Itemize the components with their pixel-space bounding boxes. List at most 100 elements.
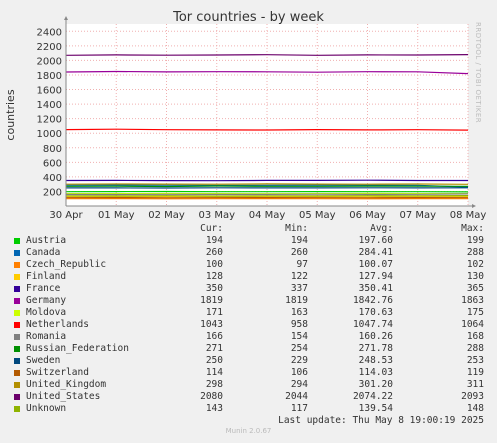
- legend-avg: 301.20: [358, 379, 393, 390]
- legend-swatch: [14, 382, 20, 388]
- legend-max: 2093: [461, 391, 484, 402]
- legend-min: 106: [290, 367, 308, 378]
- legend-series-name: Sweden: [26, 355, 61, 366]
- series-line-germany: [65, 70, 469, 75]
- y-tick-labels: 200 400 600 800 1000 1200 1400 1600 1800 2000 2200…: [37, 27, 62, 198]
- legend-max: 365: [466, 283, 484, 294]
- legend-swatch: [14, 310, 20, 316]
- legend-max: 168: [466, 331, 484, 342]
- legend-series-name: United_Kingdom: [26, 379, 107, 390]
- y-tick-label: 200: [43, 187, 62, 198]
- legend-avg: 248.53: [358, 355, 393, 366]
- series-line-russian-federation: [65, 185, 469, 188]
- legend-series-name: Romania: [26, 331, 67, 342]
- y-tick-label: 1400: [37, 100, 62, 111]
- legend-cur: 171: [205, 307, 223, 318]
- x-tick-label: 02 May: [148, 210, 185, 221]
- x-tick-label: 06 May: [349, 210, 386, 221]
- legend-swatch: [14, 262, 20, 268]
- legend-avg: 1047.74: [352, 319, 393, 330]
- legend-row: Czech_Republic 100 97 100.07 102: [14, 259, 484, 271]
- legend-max: 199: [466, 235, 484, 246]
- legend-cur: 194: [205, 235, 223, 246]
- legend-max: 148: [466, 403, 484, 414]
- legend-min: 229: [290, 355, 308, 366]
- legend-swatch: [14, 406, 20, 412]
- legend-cur: 166: [205, 331, 223, 342]
- legend-min: 163: [290, 307, 308, 318]
- legend-cur: 128: [205, 271, 223, 282]
- legend-cur: 2080: [200, 391, 223, 402]
- legend-min: 117: [290, 403, 308, 414]
- legend-cur: 260: [205, 247, 223, 258]
- legend-swatch: [14, 286, 20, 292]
- legend-max: 288: [466, 247, 484, 258]
- legend-min: 154: [290, 331, 308, 342]
- legend-min: 1819: [285, 295, 308, 306]
- legend: Cur: Min: Avg: Max: Austria 194 194 197.60 1…: [14, 223, 484, 427]
- header-cur: Cur:: [200, 223, 223, 234]
- legend-series-name: Canada: [26, 247, 61, 258]
- legend-min: 958: [290, 319, 308, 330]
- legend-row: Netherlands 1043 958 1047.74 1064: [14, 319, 484, 331]
- legend-max: 119: [466, 367, 484, 378]
- legend-series-name: Switzerland: [26, 367, 89, 378]
- legend-row: Canada 260 260 284.41 288: [14, 247, 484, 259]
- y-tick-label: 600: [43, 158, 62, 169]
- legend-series-name: Unknown: [26, 403, 67, 414]
- legend-row: Russian_Federation 271 254 271.78 288: [14, 343, 484, 355]
- series-line-canada: [65, 184, 469, 188]
- legend-row: Switzerland 114 106 114.03 119: [14, 367, 484, 379]
- legend-avg: 170.63: [358, 307, 393, 318]
- x-axis-arrow: [472, 204, 476, 208]
- legend-swatch: [14, 370, 20, 376]
- legend-max: 130: [466, 271, 484, 282]
- plot-area: 200 400 600 800 1000 1200 1400 1600 1800 2000 2200…: [4, 16, 486, 221]
- legend-min: 2044: [285, 391, 308, 402]
- last-update: Last update: Thu May 8 19:00:19 2025: [278, 415, 484, 426]
- legend-series-name: United_States: [26, 391, 101, 402]
- legend-max: 253: [466, 355, 484, 366]
- legend-row: Finland 128 122 127.94 130: [14, 271, 484, 283]
- legend-min: 97: [296, 259, 308, 270]
- header-avg: Avg:: [370, 223, 393, 234]
- legend-series-name: France: [26, 283, 61, 294]
- legend-max: 175: [466, 307, 484, 318]
- legend-swatch: [14, 346, 20, 352]
- legend-cur: 143: [205, 403, 223, 414]
- y-tick-label: 2400: [37, 27, 62, 38]
- series-line-france: [65, 179, 468, 182]
- legend-avg: 271.78: [358, 343, 393, 354]
- legend-row: United_Kingdom 298 294 301.20 311: [14, 379, 484, 391]
- legend-row: Austria 194 194 197.60 199: [14, 235, 484, 247]
- x-tick-label: 08 May: [450, 210, 487, 221]
- legend-avg: 1842.76: [352, 295, 393, 306]
- legend-series-name: Czech_Republic: [26, 259, 107, 270]
- y-tick-label: 1200: [37, 115, 62, 126]
- legend-cur: 250: [205, 355, 223, 366]
- chart-title: Tor countries - by week: [173, 10, 324, 25]
- munin-version: Munin 2.0.67: [225, 427, 272, 435]
- legend-series-name: Moldova: [26, 307, 67, 318]
- legend-rows: Austria 194 194 197.60 199 Canada 260 260 284.41…: [14, 235, 484, 415]
- x-tick-labels: 30 Apr 01 May 02 May 03 May 04 May 05 May 06 M…: [49, 210, 486, 221]
- legend-cur: 298: [205, 379, 223, 390]
- y-tick-label: 2200: [37, 42, 62, 53]
- legend-swatch: [14, 358, 20, 364]
- legend-cur: 114: [205, 367, 223, 378]
- legend-row: France 350 337 350.41 365: [14, 283, 484, 295]
- legend-series-name: Finland: [26, 271, 67, 282]
- legend-row: Moldova 171 163 170.63 175: [14, 307, 484, 319]
- legend-max: 102: [466, 259, 484, 270]
- x-tick-label: 05 May: [299, 210, 336, 221]
- legend-min: 260: [290, 247, 308, 258]
- rrdtool-credit: RRDTOOL / TOBI OETIKER: [474, 22, 482, 124]
- legend-row: United_States 2080 2044 2074.22 2093: [14, 391, 484, 403]
- x-tick-label: 07 May: [399, 210, 436, 221]
- legend-swatch: [14, 250, 20, 256]
- legend-cur: 271: [205, 343, 223, 354]
- legend-avg: 100.07: [358, 259, 393, 270]
- legend-cur: 100: [205, 259, 223, 270]
- legend-avg: 2074.22: [352, 391, 393, 402]
